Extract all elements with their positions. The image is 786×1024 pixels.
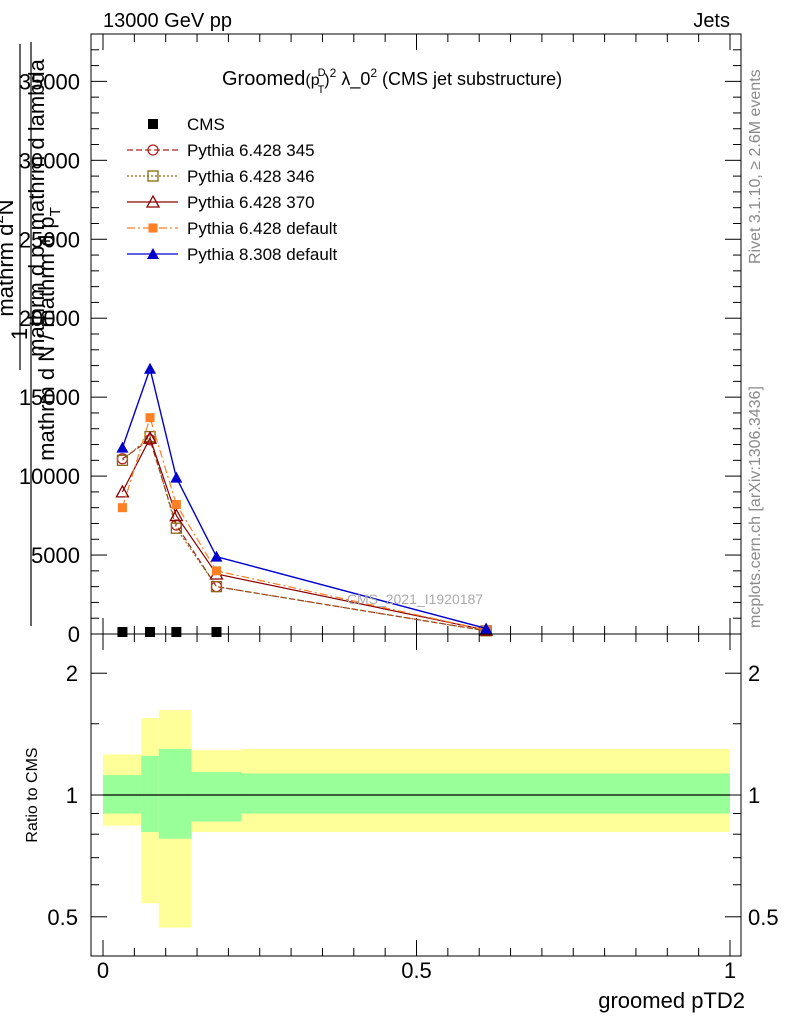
ratio-y-axis-label: Ratio to CMS [24,747,41,842]
main-title: Groomed(pD T)2 λ_02 (CMS jet substructure… [222,66,562,96]
data-point [210,550,223,562]
ratio-inner-band [191,771,242,822]
data-point [170,471,183,483]
legend-marker [147,144,159,156]
ratio-inner-band [141,755,159,833]
data-point [480,622,493,634]
ratio-y-tick-label-left: 1 [66,783,78,808]
x-tick-label: 0.5 [401,958,432,983]
legend-entry: Pythia 8.308 default [127,245,338,264]
data-point [171,500,181,510]
main-y-tick-label: 30000 [19,148,80,173]
data-point [117,503,127,513]
data-point [116,454,129,466]
legend-entry: Pythia 6.428 default [127,219,338,238]
ratio-inner-band [241,773,730,814]
legend-marker [145,194,161,208]
main-y-tick-label: 15000 [19,385,80,410]
series-line [121,436,487,631]
ratio-y-tick-label-right: 1 [748,783,760,808]
legend-label: CMS [187,115,225,134]
legend-entry: Pythia 6.428 346 [127,167,315,186]
x-tick-label: 0 [97,958,109,983]
data-point [169,508,184,522]
data-point [142,430,158,444]
header-collision-label: 13000 GeV pp [103,10,232,32]
ratio-y-tick-label-right: 0.5 [748,905,779,930]
series-line [122,435,487,632]
data-point [145,627,156,637]
main-y-tick-label: 10000 [19,464,80,489]
main-y-tick-label: 35000 [19,69,80,94]
legend-marker [148,119,158,129]
legend-entry: Pythia 6.428 370 [127,193,315,212]
data-point [117,627,128,637]
data-point [145,413,155,423]
ratio-y-tick-label-right: 2 [748,661,760,686]
series-pythia-8-308-default [116,362,493,634]
ratio-inner-band [103,775,142,814]
ratio-inner-band [158,748,192,839]
mcplots-label: mcplots.cern.ch [arXiv:1306.3436] [747,386,764,628]
legend-entry: CMS [148,115,225,134]
main-y-tick-label: 5000 [31,543,80,568]
data-point [116,441,129,453]
legend-marker [147,170,159,182]
header: 13000 GeV pp Jets [103,10,730,32]
side-labels: Rivet 3.1.10, ≥ 2.6M events mcplots.cern… [747,69,764,628]
x-axis-label: groomed pTD2 [598,988,745,1013]
x-tick-label: 1 [724,958,736,983]
legend-label: Pythia 6.428 default [187,219,338,238]
series-cms [117,627,222,637]
header-process-label: Jets [693,10,730,32]
watermark: CMS_2021_I1920187 [347,591,483,607]
series-pythia-6-428-346 [116,430,492,637]
legend-label: Pythia 8.308 default [187,245,338,264]
main-series [115,362,494,637]
main-ticks: 0 5000 10000 15000 20000 25000 30000 35000 [19,34,741,647]
ratio-bands [103,710,730,928]
legend-label: Pythia 6.428 346 [187,167,315,186]
main-y-tick-label: 0 [68,622,80,647]
main-y-label-inner-top: mathrm d2N [0,199,18,316]
ratio-plot: 0.5 0.5 1 1 2 2 0 0.5 1 Ratio to CMS groomed pTD… [24,633,779,1013]
rivet-label: Rivet 3.1.10, ≥ 2.6M events [747,69,764,264]
data-point [171,627,182,637]
main-y-tick-label: 20000 [19,306,80,331]
series-line [121,415,487,631]
data-point [144,362,157,374]
chart-title: Groomed(pD T)2 λ_02 (CMS jet substructure… [222,66,562,96]
legend-marker [148,223,158,233]
data-point [170,522,183,534]
ratio-ticks: 0.5 0.5 1 1 2 2 0 0.5 1 [47,634,779,983]
legend-label: Pythia 6.428 345 [187,141,315,160]
data-point [211,566,221,576]
ratio-y-tick-label-left: 0.5 [47,905,78,930]
main-y-tick-label: 25000 [19,227,80,252]
legend-entry: Pythia 6.428 345 [127,141,315,160]
series-pythia-6-428-370 [115,430,494,636]
ratio-y-tick-label-left: 2 [66,661,78,686]
legend: CMS Pythia 6.428 345 Pythia 6.428 346 Pythi… [127,115,338,264]
legend-label: Pythia 6.428 370 [187,193,315,212]
ratio-plot-frame [90,633,742,957]
data-point [211,627,222,637]
data-point [115,484,130,498]
legend-marker [147,248,159,259]
data-point [210,580,223,593]
